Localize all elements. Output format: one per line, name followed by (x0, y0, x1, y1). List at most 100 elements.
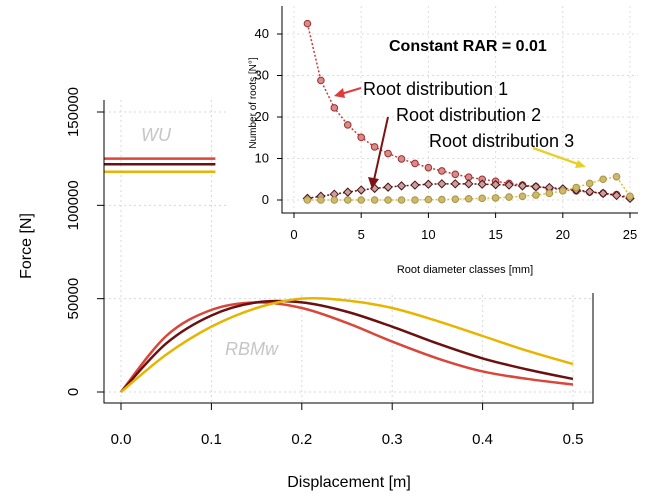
arrow-root-distribution-2 (368, 116, 389, 189)
main-y-tick-label-1: 50000 (65, 278, 82, 320)
inset-point-s2-3 (343, 187, 353, 197)
inset-title: Constant RAR = 0.01 (389, 38, 547, 55)
inset-point-s3-15 (505, 193, 513, 201)
inset-point-s3-5 (370, 196, 379, 204)
inset-point-s3-13 (478, 194, 486, 203)
inset-x-tick-label-3: 15 (488, 227, 502, 242)
inset-x-axis-title: Root diameter classes [mm] (397, 264, 533, 276)
inset-point-s3-7 (397, 196, 406, 204)
inset-point-s2-8 (410, 180, 420, 190)
label-root-distribution-1: Root distribution 1 (363, 79, 508, 99)
inset-point-s3-14 (491, 194, 500, 202)
inset-point-s1-9 (424, 163, 433, 172)
wu-annotation: WU (141, 125, 172, 145)
inset-axes: 0 5 10 15 20 25 0 10 20 30 40 (255, 6, 638, 242)
main-axis-frame (103, 100, 594, 404)
inset-grid (282, 6, 638, 213)
main-x-tick-label-5: 0.5 (563, 431, 584, 448)
label-root-distribution-3: Root distribution 3 (429, 131, 574, 151)
inset-point-s1-7 (397, 155, 406, 163)
inset-point-s3-9 (424, 195, 433, 204)
inset-point-s2-13 (477, 179, 487, 189)
inset-point-s3-20 (572, 183, 581, 192)
inset-point-s2-6 (383, 182, 393, 192)
inset-point-s1-6 (384, 149, 392, 158)
inset-point-s3-8 (411, 196, 419, 204)
main-series-group (104, 157, 574, 393)
inset-y-tick-label-0: 0 (262, 192, 269, 207)
rbmw-curve-2 (120, 299, 574, 393)
inset-point-s3-19 (559, 187, 567, 195)
inset-point-s1-0 (303, 19, 312, 28)
inset-series-group (302, 19, 635, 204)
rbmw-curve-3 (120, 296, 574, 393)
inset-point-s3-11 (451, 195, 460, 203)
inset-point-s1-4 (357, 133, 366, 142)
inset-point-s3-22 (599, 175, 607, 184)
inset-point-s2-23 (611, 190, 622, 201)
inset-x-tick-label-4: 20 (556, 227, 570, 242)
inset-point-s3-12 (464, 194, 473, 203)
inset-y-tick-label-4: 40 (255, 26, 269, 41)
inset-point-s1-2 (330, 104, 339, 112)
inset-x-tick-label-5: 25 (623, 227, 637, 242)
inset-point-s3-1 (317, 196, 325, 204)
inset-point-s2-15 (504, 180, 514, 190)
inset-point-s2-22 (598, 188, 608, 199)
inset-y-tick-label-1: 10 (255, 151, 269, 166)
inset-point-s3-4 (357, 196, 366, 204)
inset-point-s2-16 (517, 181, 528, 191)
inset-point-s3-21 (585, 179, 594, 188)
main-y-axis-title: Force [N] (18, 213, 35, 279)
inset-point-s2-4 (356, 185, 366, 195)
inset-point-s3-24 (626, 192, 634, 201)
inset-point-s1-5 (370, 143, 379, 151)
inset-point-s2-21 (584, 186, 595, 197)
inset-point-s3-17 (532, 191, 540, 199)
inset-x-tick-label-2: 10 (421, 227, 435, 242)
inset-y-tick-label-3: 30 (255, 68, 269, 83)
main-x-tick-label-1: 0.1 (201, 431, 222, 448)
inset-point-s3-2 (330, 196, 339, 204)
inset-point-s1-10 (438, 167, 446, 175)
main-x-tick-label-3: 0.3 (382, 431, 403, 448)
inset-point-s2-11 (450, 179, 460, 189)
arrow-root-distribution-1 (334, 87, 362, 98)
main-x-tick-label-2: 0.2 (291, 431, 312, 448)
rbmw-annotation: RBMw (225, 339, 279, 359)
inset-point-s3-23 (612, 172, 621, 181)
inset-point-s3-16 (518, 192, 527, 201)
inset-x-tick-label-0: 0 (290, 227, 297, 242)
rbmw-curve-1 (120, 301, 574, 393)
label-root-distribution-2: Root distribution 2 (396, 105, 541, 125)
main-x-tick-label-4: 0.4 (472, 431, 493, 448)
inset-point-s3-10 (438, 195, 446, 204)
inset-point-s1-1 (317, 76, 325, 85)
main-y-tick-label-3: 150000 (65, 87, 82, 137)
inset-point-s2-9 (423, 179, 434, 189)
inset-y-tick-label-2: 20 (255, 109, 269, 124)
main-y-tick-label-0: 0 (65, 388, 82, 396)
inset-point-s3-3 (343, 196, 352, 204)
inset-point-s2-17 (531, 182, 541, 192)
main-x-tick-label-0: 0.0 (111, 431, 132, 448)
inset-point-s1-11 (451, 170, 460, 179)
inset-point-s1-3 (343, 121, 352, 129)
main-x-axis-title: Displacement [m] (287, 474, 411, 491)
inset-point-s3-18 (545, 189, 554, 198)
arrow-root-distribution-3 (532, 146, 586, 168)
inset-y-axis-title: Number of roots [N°] (248, 57, 259, 148)
inset-point-s3-6 (384, 196, 392, 204)
inset-point-s3-0 (303, 196, 312, 204)
main-axes: 0.0 0.1 0.2 0.3 0.4 0.5 0 50000 100000 150000 (65, 87, 594, 448)
inset-background (226, 0, 648, 293)
inset-x-tick-label-1: 5 (358, 227, 365, 242)
inset-point-s2-7 (396, 181, 407, 191)
inset-point-s2-10 (437, 179, 447, 189)
main-y-tick-label-2: 100000 (65, 180, 82, 230)
inset-point-s1-8 (411, 159, 419, 168)
inset-point-s2-14 (490, 179, 501, 190)
main-force-displacement-plot: 0.0 0.1 0.2 0.3 0.4 0.5 0 50000 100000 150000 Dis… (18, 87, 594, 491)
